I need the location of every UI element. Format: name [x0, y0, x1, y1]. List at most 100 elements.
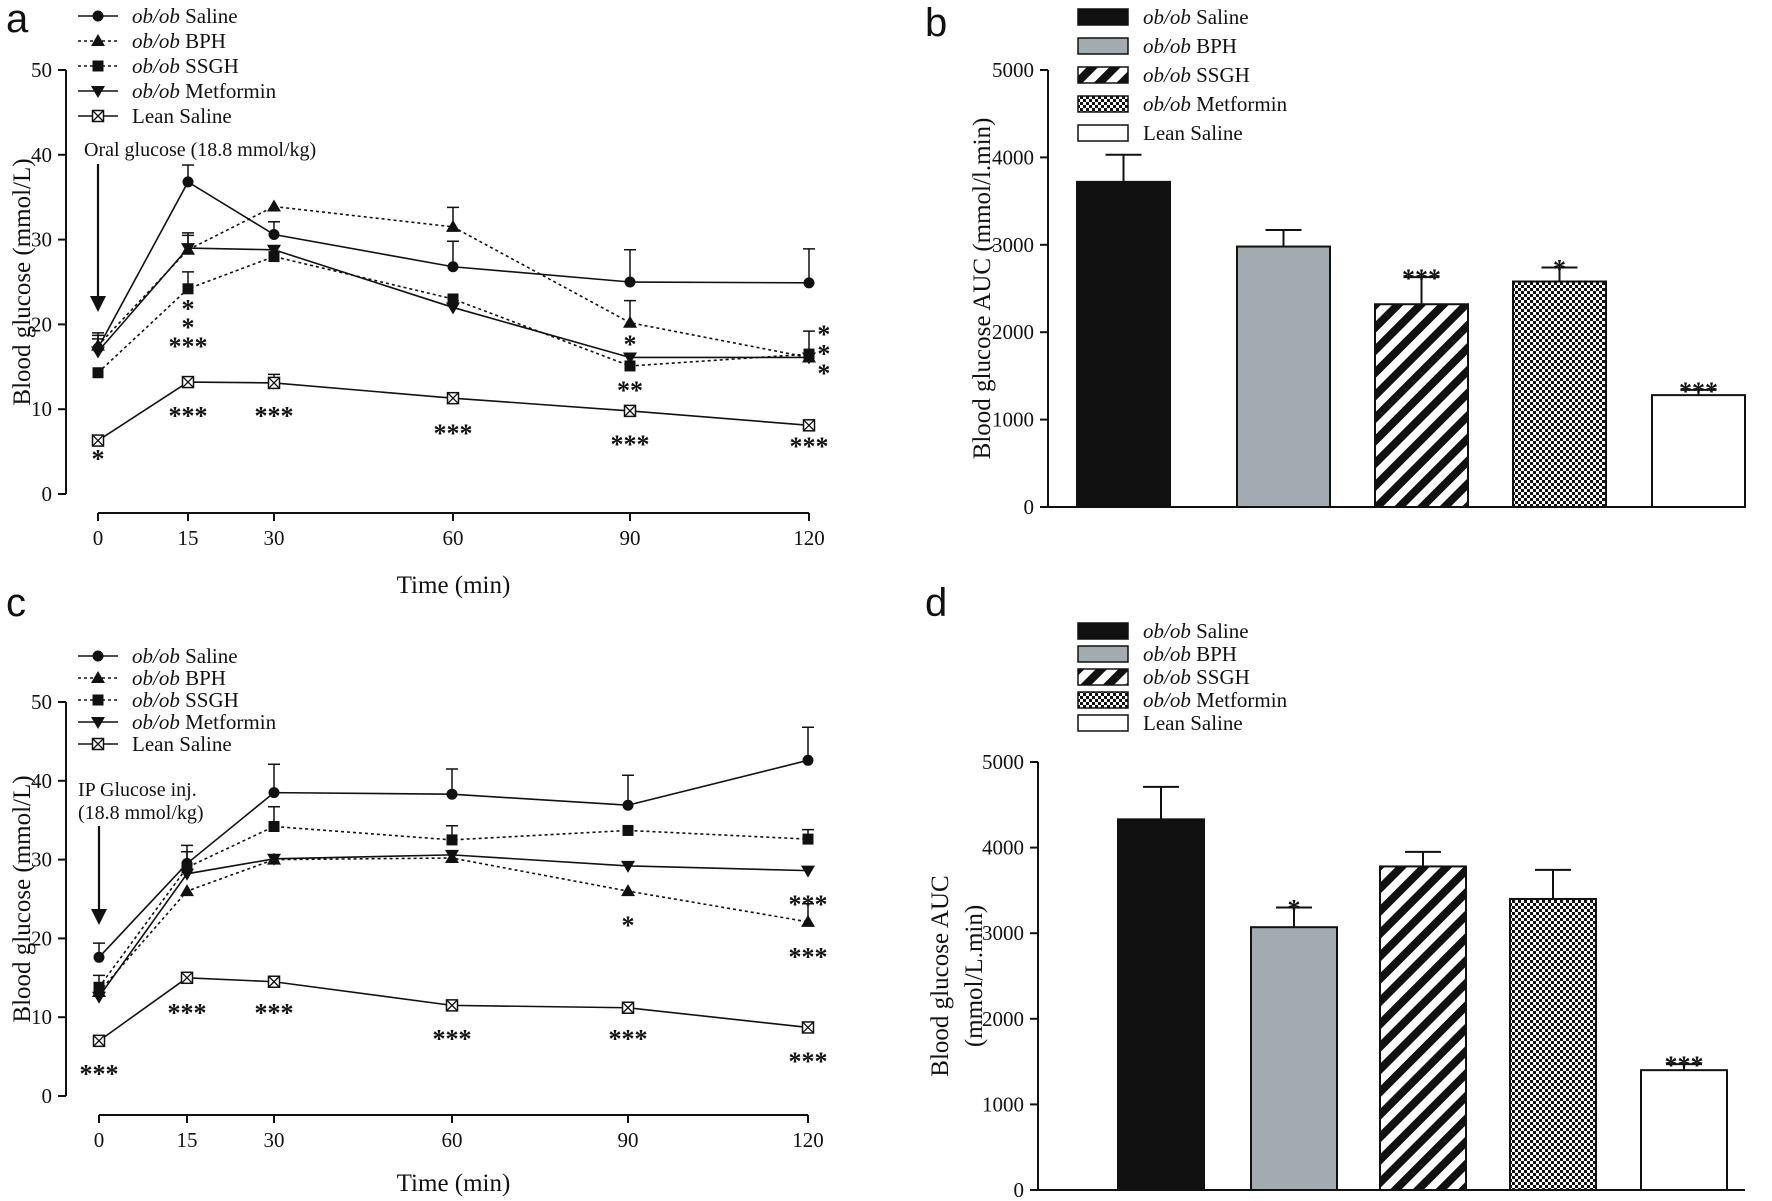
data-point [803, 277, 815, 289]
data-point-shape [803, 277, 815, 289]
significance-label: *** [611, 430, 650, 459]
data-point-shape [267, 244, 281, 257]
data-point [267, 975, 281, 988]
annotation-text: IP Glucose inj. [78, 779, 197, 801]
series-line-4 [98, 976, 809, 1042]
data-point-cross [447, 392, 459, 405]
data-point [447, 293, 459, 305]
data-point-shape [446, 788, 458, 800]
chart-panel-b: 0 1000 2000 3000 4000 5000 Blood glucose AUC (… [969, 5, 1746, 519]
bar-3 [1379, 865, 1467, 1191]
significance-label: *** [169, 332, 208, 361]
legend-label: ob/ob SSGH [1143, 63, 1250, 87]
significance-label: *** [789, 890, 828, 919]
legend-marker-shape [91, 671, 105, 683]
data-point [446, 788, 458, 800]
bar-5 [1640, 1069, 1728, 1192]
series-line-2 [97, 255, 810, 374]
significance-label: * [624, 330, 637, 359]
significance-label: *** [169, 401, 208, 430]
legend-label: ob/ob BPH [132, 666, 226, 690]
legend-swatch [1077, 124, 1129, 142]
panel-label-d: d [925, 581, 947, 625]
data-point [445, 999, 459, 1012]
significance-label: *** [1402, 264, 1441, 293]
data-point [92, 367, 104, 379]
legend-marker [91, 717, 105, 729]
data-point-shape [622, 824, 634, 836]
y-axis-title: Blood glucose (mmol/L) [9, 158, 36, 405]
significance-label: * [182, 294, 195, 323]
legend-label: ob/ob Metformin [132, 710, 277, 734]
data-point [267, 199, 281, 212]
y-tick-label: 40 [31, 143, 52, 167]
data-point [446, 391, 460, 405]
data-point-shape [446, 219, 460, 232]
data-point-cross [268, 376, 280, 389]
y-axis-title: Blood glucose AUC [927, 875, 954, 1076]
x-tick-label: 90 [618, 1128, 639, 1152]
error-bar [1105, 153, 1142, 182]
significance-label: *** [789, 1047, 828, 1076]
x-tick-label: 120 [792, 1128, 824, 1152]
significance-label: *** [434, 419, 473, 448]
significance-label: ** [617, 376, 643, 405]
data-point [268, 821, 280, 833]
legend-marker [92, 650, 104, 662]
data-point-cross [181, 971, 193, 984]
data-point [802, 419, 816, 432]
significance-label: *** [255, 999, 294, 1028]
bar-4 [1509, 897, 1597, 1192]
data-point-cross [268, 975, 280, 988]
legend-label: ob/ob SSGH [132, 688, 239, 712]
legend-label: ob/ob Saline [1143, 619, 1249, 643]
bar-1 [1076, 180, 1171, 508]
data-point [621, 884, 635, 897]
legend-swatch [1077, 95, 1129, 113]
data-point [801, 914, 815, 927]
data-point-shape [446, 834, 458, 846]
legend-marker [91, 86, 105, 98]
legend-label: ob/ob Saline [132, 644, 238, 668]
y-axis-title: (mmol/L.min) [961, 905, 988, 1047]
significance-label: *** [255, 401, 294, 430]
data-point-shape [180, 868, 194, 881]
data-point [624, 360, 636, 372]
legend-swatch [1077, 714, 1129, 732]
error-bar [1403, 276, 1440, 305]
data-point [623, 315, 637, 328]
x-tick-label: 15 [178, 526, 199, 550]
data-point [93, 981, 105, 993]
bar-5 [1651, 394, 1746, 508]
legend-swatch [1077, 691, 1129, 709]
data-point [622, 799, 634, 811]
data-point-shape [623, 352, 637, 365]
error-bar [1405, 850, 1441, 867]
y-tick-label: 20 [31, 312, 52, 336]
significance-label: * [817, 339, 830, 368]
data-point-shape [181, 243, 195, 256]
legend-marker-shape [91, 86, 105, 98]
y-tick-label: 30 [31, 848, 52, 872]
data-point [446, 219, 460, 232]
data-point [180, 884, 194, 897]
data-point [801, 865, 815, 878]
y-tick-label: 5000 [982, 750, 1024, 774]
error-bar [1541, 266, 1578, 282]
x-tick-label: 15 [177, 1128, 198, 1152]
legend-label: ob/ob SSGH [132, 54, 239, 78]
legend-swatch [1077, 622, 1129, 640]
data-point [182, 283, 194, 295]
bar-2 [1236, 245, 1331, 508]
data-point-shape [622, 799, 634, 811]
data-point [93, 951, 105, 963]
data-point [802, 754, 814, 766]
legend-label: ob/ob BPH [132, 29, 226, 53]
data-point-shape [182, 283, 194, 295]
data-point-shape [182, 176, 194, 188]
significance-label: * [92, 445, 105, 474]
data-point [447, 261, 459, 273]
y-tick-label: 0 [1014, 1178, 1025, 1201]
data-point-shape [446, 302, 460, 315]
